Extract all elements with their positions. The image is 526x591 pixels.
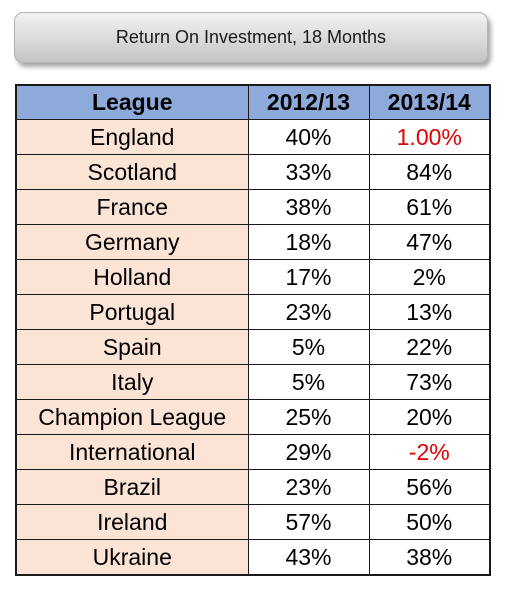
- value-2012-13-cell: 23%: [247, 469, 370, 505]
- value-2012-13-cell: 33%: [247, 154, 370, 190]
- roi-table: League 2012/13 2013/14 England 40% 1.00%…: [15, 84, 491, 576]
- league-cell: Spain: [15, 329, 249, 365]
- league-cell: Scotland: [15, 154, 249, 190]
- league-cell: Germany: [15, 224, 249, 260]
- table-row: Ireland 57% 50%: [15, 504, 491, 540]
- table-row: France 38% 61%: [15, 189, 491, 225]
- league-cell: Ukraine: [15, 539, 249, 576]
- value-2013-14-cell: 2%: [368, 259, 491, 295]
- table-row: England 40% 1.00%: [15, 119, 491, 155]
- value-2012-13-cell: 23%: [247, 294, 370, 330]
- value-2013-14-cell: 20%: [368, 399, 491, 435]
- value-2013-14-cell: 56%: [368, 469, 491, 505]
- value-2013-14-cell: 61%: [368, 189, 491, 225]
- league-cell: Champion League: [15, 399, 249, 435]
- table-row: Holland 17% 2%: [15, 259, 491, 295]
- table-row: Italy 5% 73%: [15, 364, 491, 400]
- column-header-2012-13: 2012/13: [247, 84, 370, 120]
- column-header-2013-14: 2013/14: [368, 84, 491, 120]
- value-2012-13-cell: 18%: [247, 224, 370, 260]
- value-2012-13-cell: 43%: [247, 539, 370, 576]
- value-2013-14-cell: 38%: [368, 539, 491, 576]
- value-2012-13-cell: 17%: [247, 259, 370, 295]
- league-cell: Brazil: [15, 469, 249, 505]
- league-cell: England: [15, 119, 249, 155]
- value-2013-14-cell: 84%: [368, 154, 491, 190]
- value-2012-13-cell: 5%: [247, 329, 370, 365]
- value-2012-13-cell: 5%: [247, 364, 370, 400]
- column-header-league: League: [15, 84, 249, 120]
- league-cell: Ireland: [15, 504, 249, 540]
- table-body: England 40% 1.00% Scotland 33% 84% Franc…: [15, 119, 491, 576]
- table-row: International 29% -2%: [15, 434, 491, 470]
- value-2013-14-cell: 22%: [368, 329, 491, 365]
- value-2012-13-cell: 57%: [247, 504, 370, 540]
- value-2012-13-cell: 40%: [247, 119, 370, 155]
- title-banner: Return On Investment, 18 Months: [14, 12, 488, 63]
- table-row: Champion League 25% 20%: [15, 399, 491, 435]
- table-row: Brazil 23% 56%: [15, 469, 491, 505]
- league-cell: Italy: [15, 364, 249, 400]
- table-row: Ukraine 43% 38%: [15, 539, 491, 576]
- value-2013-14-cell: 13%: [368, 294, 491, 330]
- league-cell: Portugal: [15, 294, 249, 330]
- table-row: Spain 5% 22%: [15, 329, 491, 365]
- table-row: Portugal 23% 13%: [15, 294, 491, 330]
- value-2012-13-cell: 29%: [247, 434, 370, 470]
- value-2013-14-cell: 47%: [368, 224, 491, 260]
- table-row: Scotland 33% 84%: [15, 154, 491, 190]
- table-header: League 2012/13 2013/14: [15, 84, 491, 120]
- league-cell: Holland: [15, 259, 249, 295]
- value-2012-13-cell: 25%: [247, 399, 370, 435]
- table-row: Germany 18% 47%: [15, 224, 491, 260]
- league-cell: International: [15, 434, 249, 470]
- value-2012-13-cell: 38%: [247, 189, 370, 225]
- value-2013-14-cell: 50%: [368, 504, 491, 540]
- page-title: Return On Investment, 18 Months: [115, 27, 387, 47]
- value-2013-14-cell: 1.00%: [368, 119, 491, 155]
- league-cell: France: [15, 189, 249, 225]
- value-2013-14-cell: -2%: [368, 434, 491, 470]
- value-2013-14-cell: 73%: [368, 364, 491, 400]
- header-row: League 2012/13 2013/14: [15, 84, 491, 120]
